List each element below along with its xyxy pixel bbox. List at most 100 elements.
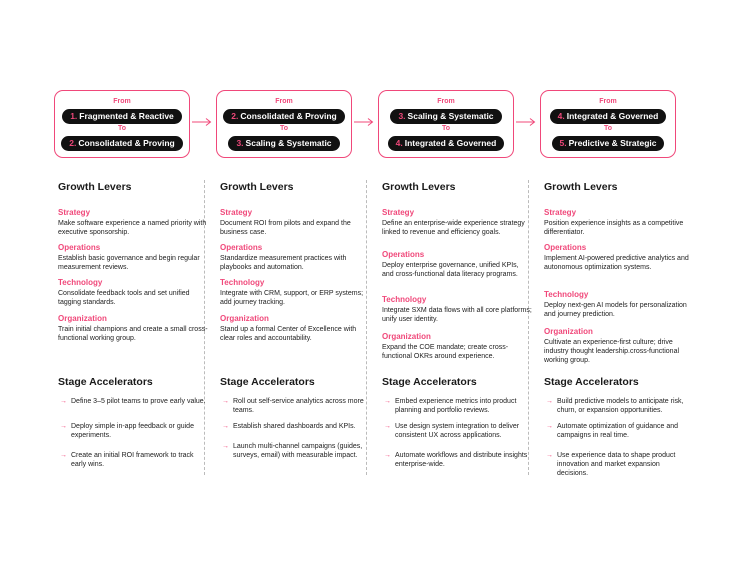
lever-text: Define an enterprise-wide experience str… [382,220,525,236]
arrow-right-icon [192,118,212,126]
accelerator-item: → Build predictive models to anticipate r… [544,397,692,415]
arrow-right-icon: → [222,398,229,405]
lever-name: Strategy [58,208,91,217]
lever-block: Organization Train initial champions and … [58,314,208,343]
stage-name: Integrated & Governed [404,138,497,148]
stage-accelerators-title: Stage Accelerators [544,376,639,388]
lever-text: Expand the COE mandate; create cross-fun… [382,344,509,360]
lever-text: Integrate with CRM, support, or ERP syst… [220,290,364,306]
lever-text: Implement AI-powered predictive analytic… [544,255,689,271]
stage-name: Consolidated & Proving [78,138,175,148]
accelerator-item: → Use experience data to shape product in… [544,451,692,478]
stage-accelerators-title: Stage Accelerators [220,376,315,388]
stage-name: Consolidated & Proving [240,111,337,121]
lever-name: Operations [58,243,101,252]
lever-name: Organization [220,314,269,323]
growth-levers-title: Growth Levers [58,181,132,193]
column-divider [366,180,367,475]
accelerator-item: → Use design system integration to delive… [382,422,530,440]
lever-block: Organization Cultivate an experience-firs… [544,327,694,365]
stage-number: 1. [70,111,78,121]
from-label: From [437,98,455,105]
to-stage-pill: 5. Predictive & Strategic [551,136,665,151]
arrow-right-icon: → [546,423,553,430]
arrow-right-icon: → [384,423,391,430]
accelerator-text: Use experience data to shape product inn… [557,452,676,477]
to-stage-pill: 3. Scaling & Systematic [228,136,340,151]
lever-text: Make software experience a named priorit… [58,220,207,236]
growth-levers-title: Growth Levers [544,181,618,193]
lever-name: Operations [220,243,263,252]
lever-block: Organization Expand the COE mandate; crea… [382,332,532,361]
arrow-right-icon: → [546,398,553,405]
lever-block: Organization Stand up a formal Center of … [220,314,370,343]
stage-number: 4. [395,138,403,148]
growth-levers-title: Growth Levers [220,181,294,193]
accelerator-item: → Deploy simple in-app feedback or guide … [58,422,206,440]
to-stage-pill: 4. Integrated & Governed [387,136,505,151]
lever-block: Strategy Document ROI from pilots and exp… [220,208,370,237]
lever-name: Technology [544,290,589,299]
accelerator-item: → Automate optimization of guidance and c… [544,422,692,440]
accelerator-text: Establish shared dashboards and KPIs. [233,423,356,430]
stage-number: 2. [69,138,77,148]
stage-name: Scaling & Systematic [245,138,332,148]
stage-number: 4. [557,111,565,121]
lever-name: Organization [382,332,431,341]
arrow-right-icon [354,118,374,126]
lever-text: Deploy next-gen AI models for personaliz… [544,302,687,318]
lever-block: Operations Establish basic governance and… [58,243,208,272]
arrow-right-icon: → [222,423,229,430]
accelerator-item: → Embed experience metrics into product p… [382,397,530,415]
to-label: To [603,125,613,132]
arrow-right-icon: → [60,452,67,459]
lever-block: Technology Integrate SXM data flows with … [382,295,532,324]
lever-name: Technology [58,278,103,287]
lever-text: Integrate SXM data flows with all core p… [382,307,532,323]
lever-text: Position experience insights as a compet… [544,220,684,236]
arrow-right-icon: → [384,398,391,405]
stage-name: Predictive & Strategic [568,138,657,148]
stage-name: Fragmented & Reactive [79,111,174,121]
lever-text: Cultivate an experience-first culture; d… [544,339,680,364]
stage-number: 2. [231,111,239,121]
lever-block: Technology Deploy next-gen AI models for … [544,290,694,319]
column-divider [204,180,205,475]
stage-accelerators-title: Stage Accelerators [382,376,477,388]
accelerator-text: Build predictive models to anticipate ri… [557,398,684,414]
lever-block: Operations Deploy enterprise governance, … [382,250,532,279]
from-label: From [599,98,617,105]
accelerator-text: Roll out self-service analytics across m… [233,398,364,414]
stage-box-3: From 3. Scaling & Systematic To 4. Integra… [378,90,514,158]
from-stage-pill: 1. Fragmented & Reactive [62,109,182,124]
accelerator-text: Create an initial ROI framework to track… [71,452,194,468]
lever-text: Document ROI from pilots and expand the … [220,220,351,236]
growth-levers-title: Growth Levers [382,181,456,193]
lever-name: Technology [382,295,427,304]
lever-name: Technology [220,278,265,287]
lever-name: Strategy [544,208,577,217]
accelerator-text: Deploy simple in-app feedback or guide e… [71,423,194,439]
accelerator-item: → Create an initial ROI framework to trac… [58,451,206,469]
accelerator-item: → Launch multi-channel campaigns (guides,… [220,442,368,460]
from-stage-pill: 2. Consolidated & Proving [223,109,345,124]
accelerator-item: → Define 3–5 pilot teams to prove early v… [58,397,206,406]
stage-name: Integrated & Governed [566,111,659,121]
stage-number: 5. [559,138,567,148]
accelerator-text: Automate workflows and distribute insigh… [395,452,528,468]
accelerator-item: → Roll out self-service analytics across … [220,397,368,415]
arrow-right-icon [516,118,536,126]
accelerator-item: → Automate workflows and distribute insig… [382,451,530,469]
lever-name: Strategy [382,208,415,217]
lever-block: Technology Consolidate feedback tools and… [58,278,208,307]
to-label: To [279,125,289,132]
accelerator-item: → Establish shared dashboards and KPIs. [220,422,368,431]
from-label: From [113,98,131,105]
to-label: To [117,125,127,132]
lever-name: Operations [382,250,425,259]
arrow-right-icon: → [546,452,553,459]
stage-number: 3. [398,111,406,121]
arrow-right-icon: → [384,452,391,459]
lever-block: Strategy Position experience insights as … [544,208,694,237]
lever-block: Strategy Define an enterprise-wide experi… [382,208,532,237]
